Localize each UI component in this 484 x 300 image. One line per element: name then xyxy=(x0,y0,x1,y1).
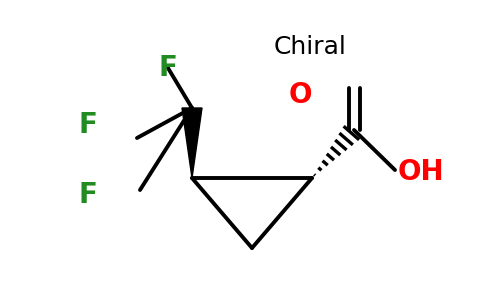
Text: F: F xyxy=(78,181,97,209)
Text: OH: OH xyxy=(398,158,445,186)
Polygon shape xyxy=(182,108,202,178)
Text: O: O xyxy=(288,81,312,109)
Text: F: F xyxy=(159,54,178,82)
Text: Chiral: Chiral xyxy=(273,35,347,59)
Text: F: F xyxy=(78,111,97,139)
